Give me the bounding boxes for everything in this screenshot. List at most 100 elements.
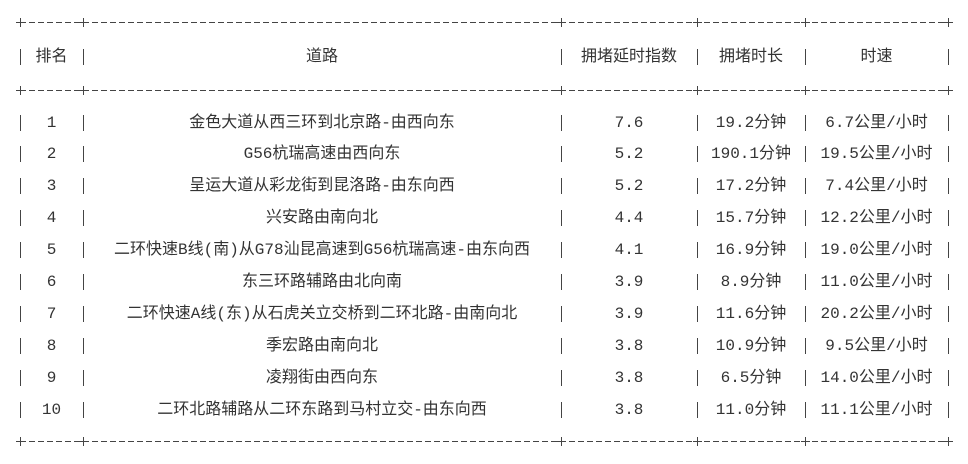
column-separator: [561, 370, 562, 386]
cell-road: 二环快速A线(东)从石虎关立交桥到二环北路-由南向北: [126, 305, 518, 323]
cell-road: G56杭瑞高速由西向东: [243, 145, 401, 163]
border-corner: [801, 437, 810, 446]
cell-speed: 6.7公里/小时: [825, 114, 928, 132]
cell-road: 呈运大道从彩龙街到昆洛路-由东向西: [189, 177, 455, 195]
border-corner: [16, 437, 25, 446]
column-separator: [561, 306, 562, 322]
cell-rank: 1: [46, 114, 57, 132]
column-separator: [697, 115, 698, 131]
cell-rank: 6: [46, 273, 57, 291]
header-duration: 拥堵时长: [718, 48, 783, 66]
border-corner: [801, 18, 810, 27]
cell-speed: 7.4公里/小时: [825, 177, 928, 195]
column-separator: [83, 178, 84, 194]
column-separator: [83, 338, 84, 354]
cell-rank: 3: [46, 177, 57, 195]
column-separator: [561, 338, 562, 354]
cell-rank: 8: [46, 337, 57, 355]
cell-duration: 8.9分钟: [720, 273, 782, 291]
cell-rank: 10: [41, 401, 62, 419]
border-corner: [79, 18, 88, 27]
cell-delay-index: 4.1: [614, 241, 644, 259]
cell-delay-index: 3.9: [614, 305, 644, 323]
cell-road: 东三环路辅路由北向南: [241, 273, 402, 291]
column-separator: [561, 146, 562, 162]
cell-duration: 10.9分钟: [715, 337, 787, 355]
column-separator: [948, 402, 949, 418]
border-corner: [79, 437, 88, 446]
cell-delay-index: 3.8: [614, 369, 644, 387]
column-separator: [948, 146, 949, 162]
table-border-line: [20, 441, 950, 442]
column-separator: [20, 402, 21, 418]
column-separator: [805, 370, 806, 386]
column-separator: [948, 115, 949, 131]
column-separator: [20, 370, 21, 386]
cell-rank: 4: [46, 209, 57, 227]
column-separator: [20, 274, 21, 290]
table-row: 3 呈运大道从彩龙街到昆洛路-由东向西 5.2 17.2分钟 7.4公里/小时: [0, 172, 968, 200]
column-separator: [805, 115, 806, 131]
column-separator: [561, 210, 562, 226]
column-separator: [697, 370, 698, 386]
column-separator: [83, 306, 84, 322]
header-row: 排名 道路 拥堵延时指数 拥堵时长 时速: [0, 43, 968, 71]
cell-road: 金色大道从西三环到北京路-由西向东: [189, 114, 455, 132]
border-corner: [79, 86, 88, 95]
column-separator: [697, 210, 698, 226]
column-separator: [20, 242, 21, 258]
column-separator: [561, 178, 562, 194]
column-separator: [83, 210, 84, 226]
column-separator: [948, 178, 949, 194]
column-separator: [83, 49, 84, 65]
cell-rank: 5: [46, 241, 57, 259]
border-corner: [557, 18, 566, 27]
border-corner: [944, 18, 953, 27]
cell-speed: 11.1公里/小时: [820, 401, 933, 419]
column-separator: [948, 49, 949, 65]
column-separator: [805, 274, 806, 290]
column-separator: [697, 274, 698, 290]
column-separator: [561, 242, 562, 258]
column-separator: [83, 115, 84, 131]
table-row: 8 季宏路由南向北 3.8 10.9分钟 9.5公里/小时: [0, 332, 968, 360]
column-separator: [805, 210, 806, 226]
border-corner: [16, 86, 25, 95]
column-separator: [20, 338, 21, 354]
cell-duration: 11.0分钟: [715, 401, 787, 419]
column-separator: [805, 178, 806, 194]
border-corner: [16, 18, 25, 27]
cell-duration: 11.6分钟: [715, 305, 787, 323]
cell-delay-index: 5.2: [614, 145, 644, 163]
column-separator: [948, 242, 949, 258]
cell-road: 二环快速B线(南)从G78汕昆高速到G56杭瑞高速-由东向西: [113, 241, 531, 259]
cell-speed: 19.5公里/小时: [820, 145, 933, 163]
table-row: 2 G56杭瑞高速由西向东 5.2 190.1分钟 19.5公里/小时: [0, 140, 968, 168]
cell-delay-index: 4.4: [614, 209, 644, 227]
table-row: 6 东三环路辅路由北向南 3.9 8.9分钟 11.0公里/小时: [0, 268, 968, 296]
column-separator: [697, 49, 698, 65]
table-row: 4 兴安路由南向北 4.4 15.7分钟 12.2公里/小时: [0, 204, 968, 232]
column-separator: [561, 274, 562, 290]
cell-duration: 19.2分钟: [715, 114, 787, 132]
header-road: 道路: [305, 48, 338, 66]
header-rank: 排名: [35, 48, 68, 66]
cell-delay-index: 7.6: [614, 114, 644, 132]
column-separator: [697, 178, 698, 194]
cell-speed: 14.0公里/小时: [820, 369, 933, 387]
cell-rank: 2: [46, 145, 57, 163]
cell-rank: 7: [46, 305, 57, 323]
cell-road: 二环北路辅路从二环东路到马村立交-由东向西: [157, 401, 487, 419]
border-corner: [944, 437, 953, 446]
table-row: 1 金色大道从西三环到北京路-由西向东 7.6 19.2分钟 6.7公里/小时: [0, 109, 968, 137]
column-separator: [20, 146, 21, 162]
column-separator: [805, 402, 806, 418]
cell-road: 季宏路由南向北: [265, 337, 378, 355]
cell-duration: 190.1分钟: [710, 145, 791, 163]
column-separator: [83, 370, 84, 386]
border-corner: [557, 437, 566, 446]
column-separator: [561, 49, 562, 65]
cell-speed: 12.2公里/小时: [820, 209, 933, 227]
header-speed: 时速: [860, 48, 893, 66]
column-separator: [697, 402, 698, 418]
